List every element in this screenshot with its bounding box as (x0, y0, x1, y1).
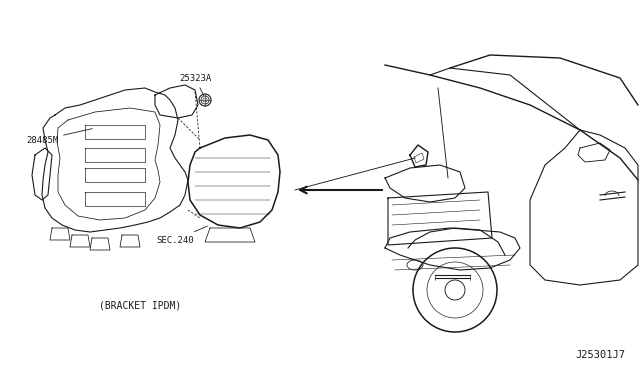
Text: 28485M: 28485M (26, 129, 92, 144)
Text: SEC.240: SEC.240 (156, 226, 207, 244)
Text: (BRACKET IPDM): (BRACKET IPDM) (99, 300, 181, 310)
Text: J25301J7: J25301J7 (575, 350, 625, 360)
Text: 25323A: 25323A (179, 74, 211, 96)
